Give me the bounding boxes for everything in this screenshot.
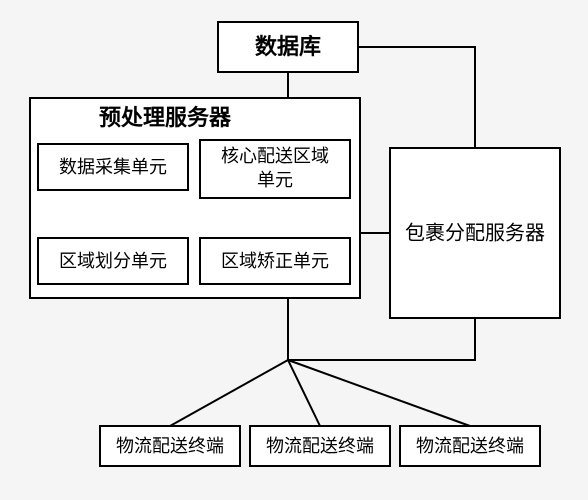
area-div-label: 区域划分单元 [59,251,167,271]
core-dist-label-1: 核心配送区域 [221,146,329,166]
edge-database_right_to_pkg [358,47,475,148]
terminal-1-label: 物流配送终端 [116,436,224,456]
package-server-node: 包裹分配服务器 [390,148,560,318]
terminal-2-node: 物流配送终端 [250,426,390,466]
core-dist-label-2: 单元 [257,170,293,190]
area-div-node: 区域划分单元 [38,238,188,284]
terminal-3-label: 物流配送终端 [416,436,524,456]
core-dist-node: 核心配送区域 单元 [200,140,350,198]
system-diagram: 数据库 预处理服务器 数据采集单元 核心配送区域 单元 区域划分单元 区域矫正单… [0,0,588,500]
data-collect-node: 数据采集单元 [38,144,188,190]
edge-fan1 [170,360,288,426]
package-server-label: 包裹分配服务器 [405,222,545,245]
area-correct-node: 区域矫正单元 [200,238,350,284]
preproc-server-label: 预处理服务器 [99,105,232,130]
database-node: 数据库 [218,22,358,72]
database-label: 数据库 [255,34,321,59]
terminal-2-label: 物流配送终端 [266,436,374,456]
edge-pkg_down [288,318,475,360]
terminal-3-node: 物流配送终端 [400,426,540,466]
data-collect-label: 数据采集单元 [59,157,167,177]
area-correct-label: 区域矫正单元 [221,251,329,271]
terminal-1-node: 物流配送终端 [100,426,240,466]
